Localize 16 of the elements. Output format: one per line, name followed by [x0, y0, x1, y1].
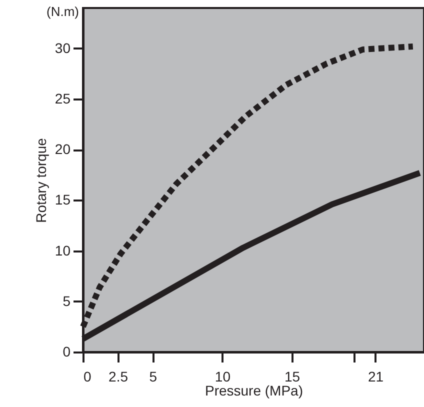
x-tick-label: 2.5 — [108, 368, 128, 384]
text: (N.m) — [46, 4, 79, 19]
x-axis-title: Pressure (MPa) — [204, 382, 304, 398]
y-tick-label: 15 — [54, 192, 71, 208]
y-tick-label: 0 — [62, 344, 71, 360]
x-tick-label: 10 — [214, 368, 231, 384]
y-axis-title: Rotary torque — [32, 138, 49, 223]
x-tick-label: 0 — [84, 368, 92, 384]
y-tick-label: 30 — [54, 40, 71, 56]
x-tick-label: 5 — [149, 368, 158, 384]
y-tick-label: 10 — [54, 242, 71, 258]
y-tick-label: 5 — [62, 292, 71, 309]
x-tick-label: 21 — [368, 368, 384, 384]
x-tick-label: 15 — [284, 368, 300, 384]
y-tick-label: 20 — [54, 141, 71, 158]
y-tick-label: 25 — [54, 90, 71, 107]
